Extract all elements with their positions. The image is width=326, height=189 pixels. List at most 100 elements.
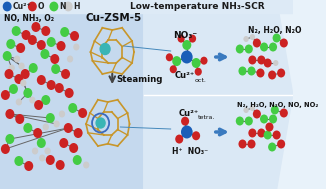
Text: H⁺  NO₃⁻: H⁺ NO₃⁻ xyxy=(172,146,209,156)
Circle shape xyxy=(257,56,265,64)
Circle shape xyxy=(166,53,173,61)
Circle shape xyxy=(15,114,24,124)
Circle shape xyxy=(96,118,105,128)
Circle shape xyxy=(6,134,14,144)
Circle shape xyxy=(41,95,50,105)
Circle shape xyxy=(21,69,30,79)
Circle shape xyxy=(1,90,10,100)
Circle shape xyxy=(39,154,45,161)
Circle shape xyxy=(253,39,261,47)
Circle shape xyxy=(50,2,58,11)
Circle shape xyxy=(264,130,272,139)
Circle shape xyxy=(238,139,246,149)
Circle shape xyxy=(37,75,46,85)
Circle shape xyxy=(41,26,50,36)
Circle shape xyxy=(260,43,268,51)
Circle shape xyxy=(33,128,42,138)
Circle shape xyxy=(268,143,276,152)
Circle shape xyxy=(245,44,253,53)
Circle shape xyxy=(44,147,51,154)
Circle shape xyxy=(268,70,276,80)
Circle shape xyxy=(1,144,10,154)
Circle shape xyxy=(55,83,64,93)
Circle shape xyxy=(170,65,177,73)
Circle shape xyxy=(260,115,268,123)
Circle shape xyxy=(280,108,288,118)
Circle shape xyxy=(277,139,285,149)
Circle shape xyxy=(14,56,20,63)
Circle shape xyxy=(65,2,72,11)
Circle shape xyxy=(280,39,288,47)
Circle shape xyxy=(238,67,246,75)
Circle shape xyxy=(100,43,110,54)
Circle shape xyxy=(53,121,60,128)
Circle shape xyxy=(50,54,59,64)
Circle shape xyxy=(181,117,189,126)
Circle shape xyxy=(24,161,33,171)
Circle shape xyxy=(277,68,285,77)
Circle shape xyxy=(29,97,36,104)
Circle shape xyxy=(16,98,22,105)
Circle shape xyxy=(69,143,78,153)
Circle shape xyxy=(8,64,15,71)
Circle shape xyxy=(271,105,279,115)
Circle shape xyxy=(29,63,38,73)
Circle shape xyxy=(200,57,208,65)
Circle shape xyxy=(175,135,183,144)
Circle shape xyxy=(46,155,55,165)
Circle shape xyxy=(257,68,264,77)
Circle shape xyxy=(83,161,89,169)
Text: Low-temperature NH₃-SCR: Low-temperature NH₃-SCR xyxy=(130,2,265,11)
Circle shape xyxy=(247,139,256,149)
Text: Cu²⁺: Cu²⁺ xyxy=(179,108,199,118)
Circle shape xyxy=(265,122,274,132)
Bar xyxy=(0,0,148,189)
Circle shape xyxy=(61,69,70,79)
Polygon shape xyxy=(144,0,293,189)
Circle shape xyxy=(250,34,255,40)
Circle shape xyxy=(6,39,15,49)
Text: oct.: oct. xyxy=(195,78,207,83)
Text: Cu²⁺: Cu²⁺ xyxy=(175,71,195,81)
Circle shape xyxy=(244,107,249,113)
Circle shape xyxy=(46,113,55,123)
Circle shape xyxy=(31,22,40,32)
Circle shape xyxy=(67,56,73,63)
Circle shape xyxy=(65,88,74,98)
Circle shape xyxy=(273,33,281,43)
Circle shape xyxy=(181,50,193,64)
Text: tetra.: tetra. xyxy=(198,115,215,120)
Circle shape xyxy=(56,160,65,170)
Circle shape xyxy=(70,31,79,41)
Circle shape xyxy=(192,58,200,68)
Circle shape xyxy=(192,131,200,140)
Text: N₂, H₂O, N₂O, NO, NO₂: N₂, H₂O, N₂O, NO, NO₂ xyxy=(237,102,319,108)
Circle shape xyxy=(57,41,66,51)
Circle shape xyxy=(74,128,82,138)
Circle shape xyxy=(5,69,13,79)
Circle shape xyxy=(244,36,249,42)
Circle shape xyxy=(22,30,31,40)
Circle shape xyxy=(247,67,256,75)
Circle shape xyxy=(3,2,11,11)
Circle shape xyxy=(40,49,50,59)
Circle shape xyxy=(248,56,257,64)
Text: NO₃⁻: NO₃⁻ xyxy=(173,30,197,40)
Circle shape xyxy=(28,35,37,45)
Text: O: O xyxy=(37,2,44,11)
Circle shape xyxy=(59,138,68,148)
Circle shape xyxy=(253,109,261,119)
Circle shape xyxy=(23,88,32,98)
Circle shape xyxy=(20,80,26,87)
Circle shape xyxy=(182,40,191,50)
Circle shape xyxy=(64,123,73,133)
Circle shape xyxy=(73,43,80,50)
Text: Cu-ZSM-5: Cu-ZSM-5 xyxy=(85,13,141,23)
Circle shape xyxy=(248,129,257,138)
Circle shape xyxy=(14,156,23,166)
Circle shape xyxy=(269,115,277,123)
Circle shape xyxy=(68,103,77,113)
Circle shape xyxy=(181,125,193,139)
Circle shape xyxy=(37,138,46,148)
Circle shape xyxy=(269,43,277,51)
